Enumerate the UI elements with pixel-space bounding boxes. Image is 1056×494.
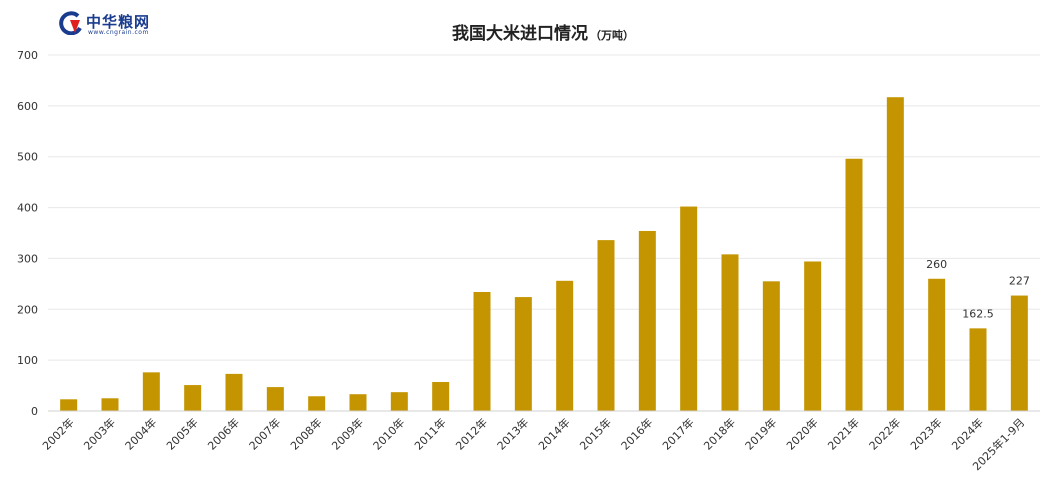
x-tick-label: 2007年 bbox=[246, 415, 283, 452]
logo-name: 中华粮网 bbox=[86, 13, 151, 31]
bar bbox=[390, 392, 408, 411]
x-tick-label: 2019年 bbox=[742, 415, 779, 452]
chart-title: 我国大米进口情况 bbox=[452, 23, 588, 44]
y-tick-label: 200 bbox=[17, 303, 38, 316]
bar bbox=[638, 230, 656, 411]
bar bbox=[969, 328, 987, 411]
bar bbox=[680, 206, 698, 411]
bar bbox=[349, 394, 367, 411]
x-tick-label: 2013年 bbox=[494, 415, 531, 452]
y-axis-ticks: 0 100 200 300 400 500 600 700 bbox=[17, 49, 38, 418]
chart-subtitle: （万吨） bbox=[590, 28, 634, 42]
data-labels: 260 162.5 227 bbox=[926, 258, 1030, 321]
brand-logo: 中华粮网 www.cngrain.com bbox=[58, 10, 178, 38]
x-tick-label: 2012年 bbox=[453, 415, 490, 452]
x-tick-label: 2003年 bbox=[81, 415, 118, 452]
bar bbox=[308, 396, 326, 411]
y-tick-label: 700 bbox=[17, 49, 38, 62]
bar bbox=[101, 398, 119, 411]
bar bbox=[142, 372, 160, 411]
x-axis-ticks: 2002年 2003年 2004年 2005年 2006年 2007年 2008年 2009年… bbox=[39, 415, 1027, 473]
x-tick-label: 2018年 bbox=[701, 415, 738, 452]
bar bbox=[266, 387, 284, 411]
bar bbox=[762, 281, 780, 411]
x-tick-label: 2011年 bbox=[411, 415, 448, 452]
bar bbox=[1010, 295, 1028, 411]
bar bbox=[60, 399, 78, 411]
gridlines bbox=[48, 54, 1040, 361]
bar bbox=[514, 297, 532, 411]
x-tick-label: 2008年 bbox=[287, 415, 324, 452]
y-tick-label: 500 bbox=[17, 151, 38, 164]
data-label: 162.5 bbox=[962, 307, 994, 320]
bar bbox=[886, 97, 904, 411]
bar bbox=[928, 278, 946, 411]
bar bbox=[473, 291, 491, 411]
y-tick-label: 100 bbox=[17, 354, 38, 367]
y-tick-label: 600 bbox=[17, 100, 38, 113]
cngrain-logo-icon bbox=[59, 11, 82, 35]
y-tick-label: 400 bbox=[17, 202, 38, 215]
bar bbox=[225, 373, 243, 411]
x-tick-label: 2023年 bbox=[907, 415, 944, 452]
x-tick-label: 2021年 bbox=[825, 415, 862, 452]
data-label: 260 bbox=[926, 258, 947, 271]
x-tick-label: 2010年 bbox=[370, 415, 407, 452]
x-tick-label: 2005年 bbox=[163, 415, 200, 452]
bars bbox=[60, 97, 1028, 411]
x-tick-label: 2020年 bbox=[783, 415, 820, 452]
x-tick-label: 2016年 bbox=[618, 415, 655, 452]
y-tick-label: 300 bbox=[17, 252, 38, 265]
x-tick-label: 2024年 bbox=[949, 415, 986, 452]
bar bbox=[184, 385, 202, 411]
x-tick-label: 2015年 bbox=[577, 415, 614, 452]
bar bbox=[432, 382, 450, 411]
data-label: 227 bbox=[1009, 275, 1030, 288]
logo-url: www.cngrain.com bbox=[88, 29, 149, 36]
bar bbox=[597, 240, 615, 411]
bar bbox=[556, 280, 574, 411]
x-tick-label: 2022年 bbox=[866, 415, 903, 452]
y-tick-label: 0 bbox=[31, 405, 38, 418]
x-tick-label: 2017年 bbox=[659, 415, 696, 452]
bar bbox=[721, 254, 739, 411]
bar bbox=[845, 158, 863, 411]
x-tick-label: 2014年 bbox=[535, 415, 572, 452]
x-tick-label: 2006年 bbox=[205, 415, 242, 452]
x-tick-label: 2009年 bbox=[329, 415, 366, 452]
bar bbox=[804, 261, 822, 411]
x-tick-label: 2004年 bbox=[122, 415, 159, 452]
x-tick-label: 2002年 bbox=[39, 415, 76, 452]
